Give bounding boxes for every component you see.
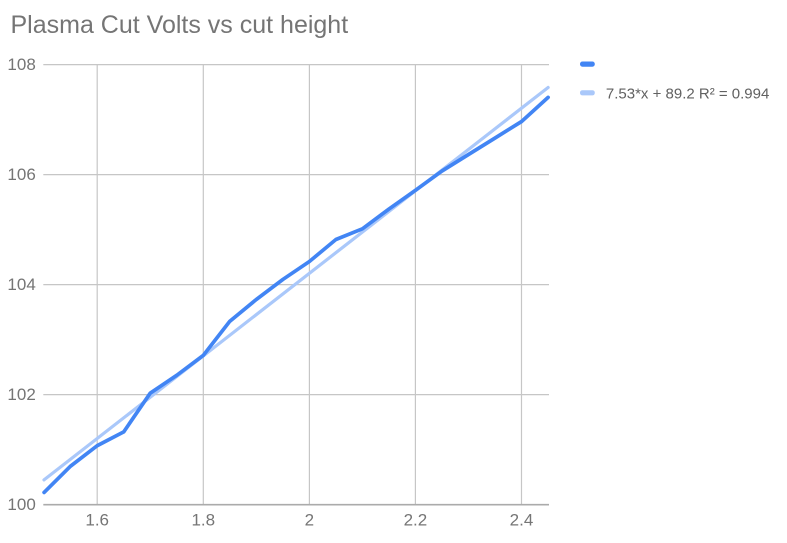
svg-text:Plasma Cut Volts vs cut height: Plasma Cut Volts vs cut height <box>11 11 349 39</box>
svg-text:2: 2 <box>305 511 314 530</box>
svg-text:102: 102 <box>7 385 35 404</box>
svg-text:1.8: 1.8 <box>191 511 215 530</box>
svg-text:100: 100 <box>7 495 35 514</box>
svg-text:108: 108 <box>7 55 35 74</box>
svg-text:2.4: 2.4 <box>510 511 534 530</box>
svg-text:2.2: 2.2 <box>404 511 428 530</box>
svg-text:7.53*x + 89.2 R² = 0.994: 7.53*x + 89.2 R² = 0.994 <box>606 86 769 103</box>
svg-text:104: 104 <box>7 275 35 294</box>
svg-text:1.6: 1.6 <box>85 511 109 530</box>
svg-text:106: 106 <box>7 165 35 184</box>
